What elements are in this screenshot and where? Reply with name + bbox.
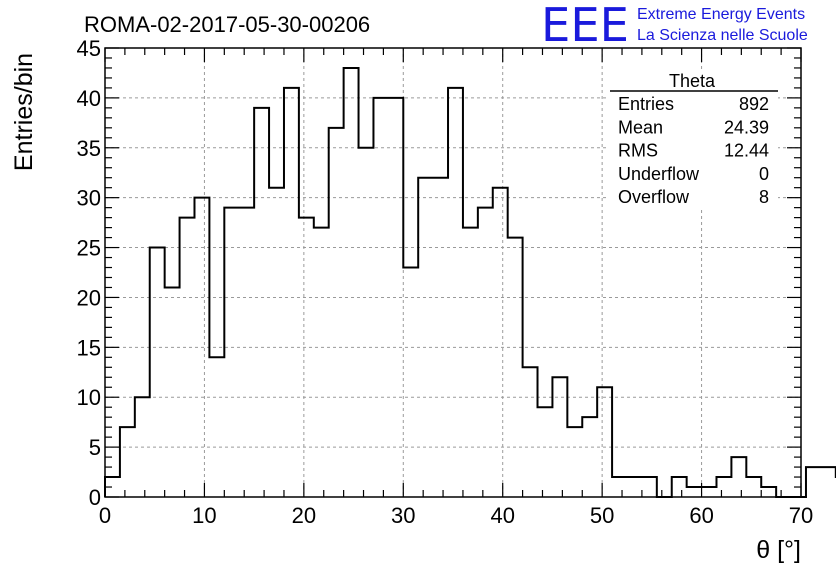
histogram-bin [716, 477, 731, 497]
stats-row-label: RMS [618, 141, 658, 161]
histogram-bin [329, 128, 344, 497]
histogram-bin [180, 218, 195, 497]
histogram-bin [687, 487, 702, 497]
stats-box: Theta Entries 892 Mean 24.39 RMS 12.44 Underfl… [606, 71, 778, 208]
histogram-bin [642, 477, 657, 497]
y-tick-label: 45 [77, 36, 101, 61]
stats-row-value: 892 [739, 94, 769, 114]
x-tick-label: 20 [292, 503, 316, 528]
histogram-bin [463, 228, 478, 497]
histogram-bin [702, 487, 717, 497]
histogram-bin [299, 218, 314, 497]
histogram-bin [672, 477, 687, 497]
y-tick-label: 30 [77, 186, 101, 211]
x-tick-label: 30 [391, 503, 415, 528]
stats-row-value: 12.44 [724, 141, 769, 161]
histogram-bin [478, 208, 493, 497]
histogram-bin [254, 108, 269, 497]
x-tick-labels: 0 10 20 30 40 50 60 70 [99, 503, 813, 528]
histogram-bin [224, 208, 239, 497]
x-tick-label: 0 [99, 503, 111, 528]
y-tick-label: 5 [89, 435, 101, 460]
histogram-bin [448, 88, 463, 497]
histogram-bin [239, 208, 254, 497]
stats-title: Theta [669, 71, 716, 91]
histogram-bin [418, 178, 433, 497]
x-tick-label: 70 [789, 503, 813, 528]
histogram-bin [612, 477, 627, 497]
x-tick-label: 60 [689, 503, 713, 528]
histogram-bin [552, 377, 567, 497]
stats-row-label: Overflow [618, 187, 690, 207]
x-tick-label: 50 [590, 503, 614, 528]
histogram-bin [493, 188, 508, 497]
histogram-bin [150, 248, 165, 497]
stats-row-value: 8 [759, 187, 769, 207]
stats-box-background [606, 72, 778, 208]
y-tick-label: 10 [77, 385, 101, 410]
histogram-bin [120, 427, 135, 497]
y-axis-title: Entries/bin [10, 53, 38, 171]
y-tick-label: 20 [77, 285, 101, 310]
histogram-bin [538, 407, 553, 497]
histogram-bin [314, 228, 329, 497]
y-tick-label: 35 [77, 136, 101, 161]
histogram-bin [821, 467, 836, 497]
eee-logo-mark: EEE [541, 0, 629, 52]
histogram-bin [508, 238, 523, 497]
eee-logo: EEE Extreme Energy Events La Scienza nel… [541, 0, 808, 52]
histogram-bin [269, 188, 284, 497]
stats-row-label: Underflow [618, 164, 700, 184]
y-tick-label: 0 [89, 485, 101, 510]
y-tick-label: 40 [77, 86, 101, 111]
y-tick-labels: 0 5 10 15 20 25 30 35 40 45 [77, 36, 101, 510]
x-axis-title: θ [°] [756, 536, 801, 564]
x-tick-label: 10 [192, 503, 216, 528]
histogram-bin [403, 268, 418, 497]
y-tick-label: 15 [77, 335, 101, 360]
histogram-bin [582, 417, 597, 497]
logo-line-1: Extreme Energy Events [637, 6, 805, 23]
histogram-bin [523, 367, 538, 497]
histogram-bin [344, 68, 359, 497]
histogram-bin [731, 457, 746, 497]
histogram-bin [761, 487, 776, 497]
histogram-bin [165, 287, 180, 497]
axis-ticks [104, 47, 802, 498]
stats-row-value: 24.39 [724, 117, 769, 137]
histogram-bin [746, 477, 761, 497]
histogram-bin [284, 88, 299, 497]
plot-frame [104, 47, 802, 498]
histogram-bin [433, 178, 448, 497]
stats-row-label: Entries [618, 94, 674, 114]
x-tick-label: 40 [490, 503, 514, 528]
histogram-bin [806, 467, 821, 497]
logo-line-2: La Scienza nelle Scuole [637, 27, 808, 44]
histogram-bin [627, 477, 642, 497]
histogram-bin [359, 148, 374, 497]
histogram-series [104, 66, 836, 498]
stats-row-label: Mean [618, 117, 663, 137]
stats-row-value: 0 [759, 164, 769, 184]
histogram-bin [597, 387, 612, 497]
histogram-bin [209, 357, 224, 497]
histogram-outline [104, 66, 836, 498]
stats-rows: Entries 892 Mean 24.39 RMS 12.44 Underflow 0 Ove… [618, 94, 769, 207]
histogram-bin [567, 427, 582, 497]
run-title: ROMA-02-2017-05-30-00206 [84, 12, 370, 37]
y-tick-label: 25 [77, 236, 101, 261]
